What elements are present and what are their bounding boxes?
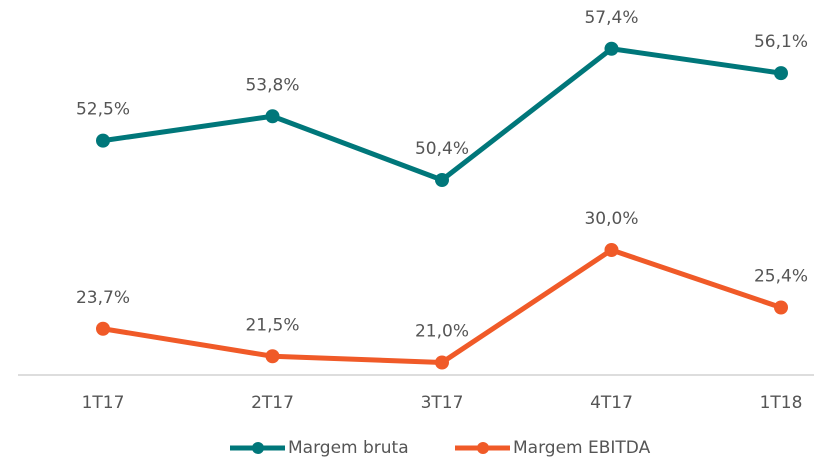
data-label: 30,0% xyxy=(584,209,638,229)
legend-marker xyxy=(252,442,264,454)
data-point xyxy=(774,300,788,315)
legend: Margem bruta Margem EBITDA xyxy=(230,438,651,458)
data-point xyxy=(96,321,110,336)
data-point xyxy=(435,173,449,187)
data-label: 53,8% xyxy=(245,75,299,95)
data-point xyxy=(435,355,449,370)
legend-marker xyxy=(477,442,489,454)
data-label: 57,4% xyxy=(584,8,638,28)
x-tick-label: 3T17 xyxy=(421,393,464,413)
data-label: 52,5% xyxy=(76,100,130,120)
data-point xyxy=(265,349,280,364)
x-tick-label: 4T17 xyxy=(590,393,633,413)
legend-label: Margem EBITDA xyxy=(513,438,651,458)
data-label: 21,0% xyxy=(415,322,469,342)
series-line xyxy=(102,247,782,365)
data-point xyxy=(774,66,788,81)
data-label: 56,1% xyxy=(754,32,808,52)
data-point xyxy=(604,243,619,257)
data-label: 23,7% xyxy=(76,288,130,308)
x-tick-label: 2T17 xyxy=(251,393,294,413)
x-tick-label: 1T18 xyxy=(760,393,803,413)
data-point xyxy=(96,133,110,148)
data-label: 21,5% xyxy=(245,315,299,335)
data-point xyxy=(265,109,280,124)
data-label: 50,4% xyxy=(415,139,469,159)
legend-label: Margem bruta xyxy=(288,438,409,458)
data-label: 25,4% xyxy=(754,267,808,287)
series-line xyxy=(102,46,782,183)
data-point xyxy=(604,41,619,56)
x-tick-label: 1T17 xyxy=(82,393,125,413)
